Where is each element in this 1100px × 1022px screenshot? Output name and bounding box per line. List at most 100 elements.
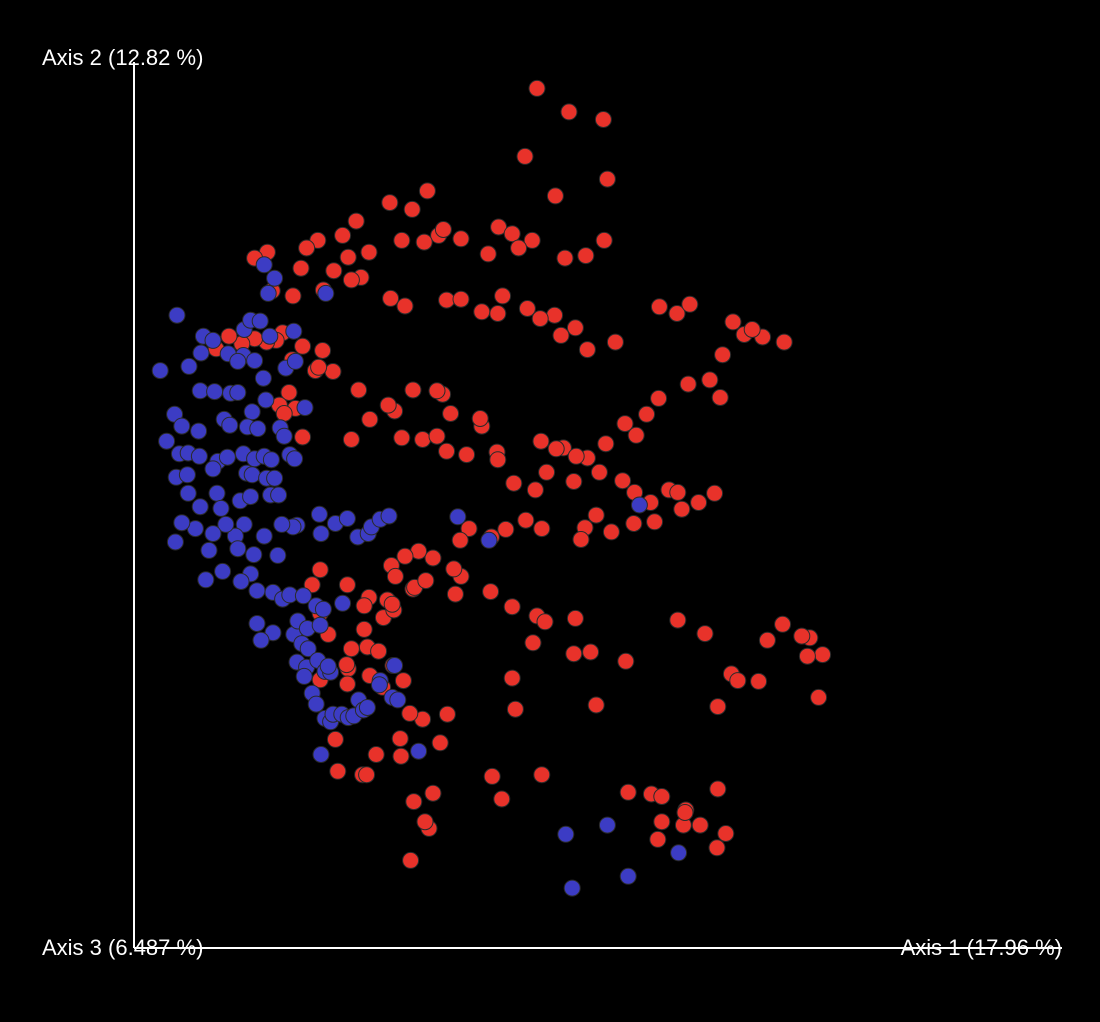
point-s1-211 xyxy=(358,766,376,784)
point-s2-20 xyxy=(286,352,304,370)
point-s1-4 xyxy=(516,147,534,165)
point-s1-200 xyxy=(392,747,410,765)
point-s1-39 xyxy=(396,297,414,315)
point-s2-55 xyxy=(243,466,261,484)
point-s1-107 xyxy=(414,431,432,448)
point-s1-114 xyxy=(590,463,608,481)
point-s2-50 xyxy=(286,450,304,468)
point-s2-32 xyxy=(190,422,208,440)
point-s1-40 xyxy=(438,291,456,309)
point-s1-120 xyxy=(690,494,708,511)
point-s1-196 xyxy=(338,675,356,693)
point-s1-87 xyxy=(314,342,332,359)
point-s2-93 xyxy=(197,571,215,589)
axis-1-label: Axis 1 (17.96 %) xyxy=(901,935,1062,960)
point-s1-122 xyxy=(673,500,691,518)
point-s1-205 xyxy=(416,813,434,831)
point-s2-67 xyxy=(310,505,328,523)
point-s2-143 xyxy=(598,816,616,834)
point-s1-160 xyxy=(582,643,600,661)
data-points xyxy=(151,79,832,897)
point-s1-166 xyxy=(709,698,727,716)
point-s1-124 xyxy=(625,515,643,532)
point-s2-139 xyxy=(557,825,575,843)
point-s1-215 xyxy=(653,788,671,805)
axis-2-label: Axis 2 (12.82 %) xyxy=(42,45,203,70)
point-s1-47 xyxy=(531,310,549,328)
point-s2-134 xyxy=(319,657,337,675)
point-s2-39 xyxy=(158,432,176,450)
point-s1-179 xyxy=(431,734,449,752)
point-s1-66 xyxy=(627,426,645,444)
point-s1-51 xyxy=(606,333,624,351)
point-s1-139 xyxy=(386,567,404,585)
point-s1-163 xyxy=(696,625,714,643)
point-s1-38 xyxy=(382,289,400,307)
point-s1-192 xyxy=(417,572,435,590)
point-s2-29 xyxy=(296,399,314,417)
point-s2-130 xyxy=(312,746,330,763)
point-s1-202 xyxy=(367,746,385,763)
point-s2-11 xyxy=(261,327,279,345)
point-s1-176 xyxy=(503,669,521,687)
point-s2-52 xyxy=(178,466,196,484)
point-s2-57 xyxy=(266,469,284,487)
point-s1-82 xyxy=(404,381,422,399)
point-s2-74 xyxy=(380,507,398,525)
point-s1-14 xyxy=(503,225,521,243)
point-s1-41 xyxy=(452,290,470,308)
point-s1-109 xyxy=(438,442,456,460)
point-s2-2 xyxy=(266,269,284,287)
point-s1-145 xyxy=(311,561,329,579)
point-s1-67 xyxy=(616,415,634,433)
point-s1-62 xyxy=(711,389,729,406)
point-s1-125 xyxy=(602,523,620,541)
point-s1-21 xyxy=(452,230,470,248)
point-s2-23 xyxy=(191,382,209,400)
point-s1-113 xyxy=(567,447,585,465)
point-s1-175 xyxy=(729,672,747,690)
series-1 xyxy=(207,79,832,869)
point-s1-65 xyxy=(638,405,656,423)
point-s2-129 xyxy=(386,657,404,674)
point-s1-25 xyxy=(360,243,378,261)
point-s1-18 xyxy=(595,231,613,249)
point-s1-190 xyxy=(383,595,401,613)
point-s1-133 xyxy=(460,520,478,538)
point-s2-59 xyxy=(191,498,209,516)
point-s1-123 xyxy=(646,513,664,531)
point-s1-184 xyxy=(338,656,356,674)
point-s1-153 xyxy=(482,583,500,601)
point-s1-111 xyxy=(489,451,507,469)
point-s2-85 xyxy=(166,533,184,551)
point-s2-102 xyxy=(248,615,266,632)
point-s2-127 xyxy=(358,699,376,716)
point-s1-89 xyxy=(294,337,312,355)
point-s1-134 xyxy=(451,531,469,549)
point-s2-10 xyxy=(251,312,269,330)
point-s1-182 xyxy=(394,672,412,690)
point-s2-14 xyxy=(192,344,210,362)
point-s1-213 xyxy=(619,783,637,801)
point-s2-12 xyxy=(285,322,303,340)
point-s1-208 xyxy=(533,766,551,784)
point-s2-36 xyxy=(249,420,267,438)
point-s2-65 xyxy=(270,486,288,504)
point-s1-99 xyxy=(280,384,298,401)
point-s1-144 xyxy=(338,576,356,594)
point-s1-96 xyxy=(220,327,238,345)
point-s1-43 xyxy=(494,287,512,305)
point-s2-103 xyxy=(264,624,282,642)
point-s1-60 xyxy=(714,346,732,364)
point-s1-169 xyxy=(798,647,816,665)
point-s2-137 xyxy=(630,496,648,514)
point-s1-170 xyxy=(774,615,792,633)
point-s1-5 xyxy=(598,170,616,188)
point-s1-130 xyxy=(517,511,535,529)
point-s1-9 xyxy=(381,194,399,212)
point-s1-219 xyxy=(691,816,709,834)
point-s1-171 xyxy=(758,631,776,649)
point-s1-13 xyxy=(339,248,357,266)
point-s1-36 xyxy=(284,287,302,305)
